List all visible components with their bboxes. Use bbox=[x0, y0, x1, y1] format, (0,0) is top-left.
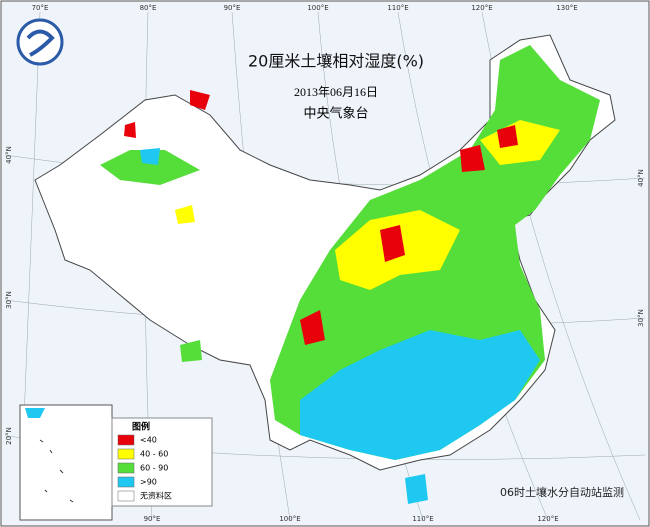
latitude-label: 40°N bbox=[637, 169, 645, 187]
legend-label: <40 bbox=[140, 436, 157, 445]
legend-label: 60 - 90 bbox=[140, 464, 168, 473]
legend-label: 40 - 60 bbox=[140, 450, 168, 459]
longitude-label: 110°E bbox=[412, 515, 433, 523]
longitude-label: 110°E bbox=[387, 4, 408, 12]
legend-swatch bbox=[117, 448, 135, 460]
longitude-label: 90°E bbox=[224, 4, 241, 12]
inset-map bbox=[19, 404, 113, 521]
longitude-label: 120°E bbox=[471, 4, 492, 12]
latitude-label: 20°N bbox=[5, 427, 13, 445]
legend-label: 无资料区 bbox=[140, 491, 172, 501]
longitude-label: 80°E bbox=[140, 4, 157, 12]
map-agency: 中央气象台 bbox=[303, 106, 368, 122]
emblem bbox=[16, 18, 64, 66]
latitude-label: 30°N bbox=[637, 309, 645, 327]
longitude-label: 100°E bbox=[307, 4, 328, 12]
legend: 图例 <40 40 - 60 60 - 90 >90 无资料区 bbox=[111, 417, 213, 507]
legend-swatch bbox=[117, 462, 135, 474]
legend-title: 图例 bbox=[132, 421, 150, 433]
longitude-label: 120°E bbox=[537, 515, 558, 523]
map-date: 2013年06月16日 bbox=[294, 85, 378, 99]
map-title: 20厘米土壤相对湿度(%) bbox=[248, 52, 424, 71]
longitude-label: 100°E bbox=[279, 515, 300, 523]
footer-note: 06时土壤水分自动站监测 bbox=[500, 485, 624, 499]
longitude-label: 130°E bbox=[556, 4, 577, 12]
legend-label: >90 bbox=[140, 478, 157, 487]
longitude-label: 90°E bbox=[144, 515, 161, 523]
latitude-label: 40°N bbox=[5, 146, 13, 164]
legend-swatch bbox=[117, 490, 135, 502]
longitude-label: 70°E bbox=[32, 4, 49, 12]
legend-swatch bbox=[117, 476, 135, 488]
moisture-fields bbox=[100, 45, 600, 504]
legend-swatch bbox=[117, 434, 135, 446]
latitude-label: 30°N bbox=[5, 291, 13, 309]
